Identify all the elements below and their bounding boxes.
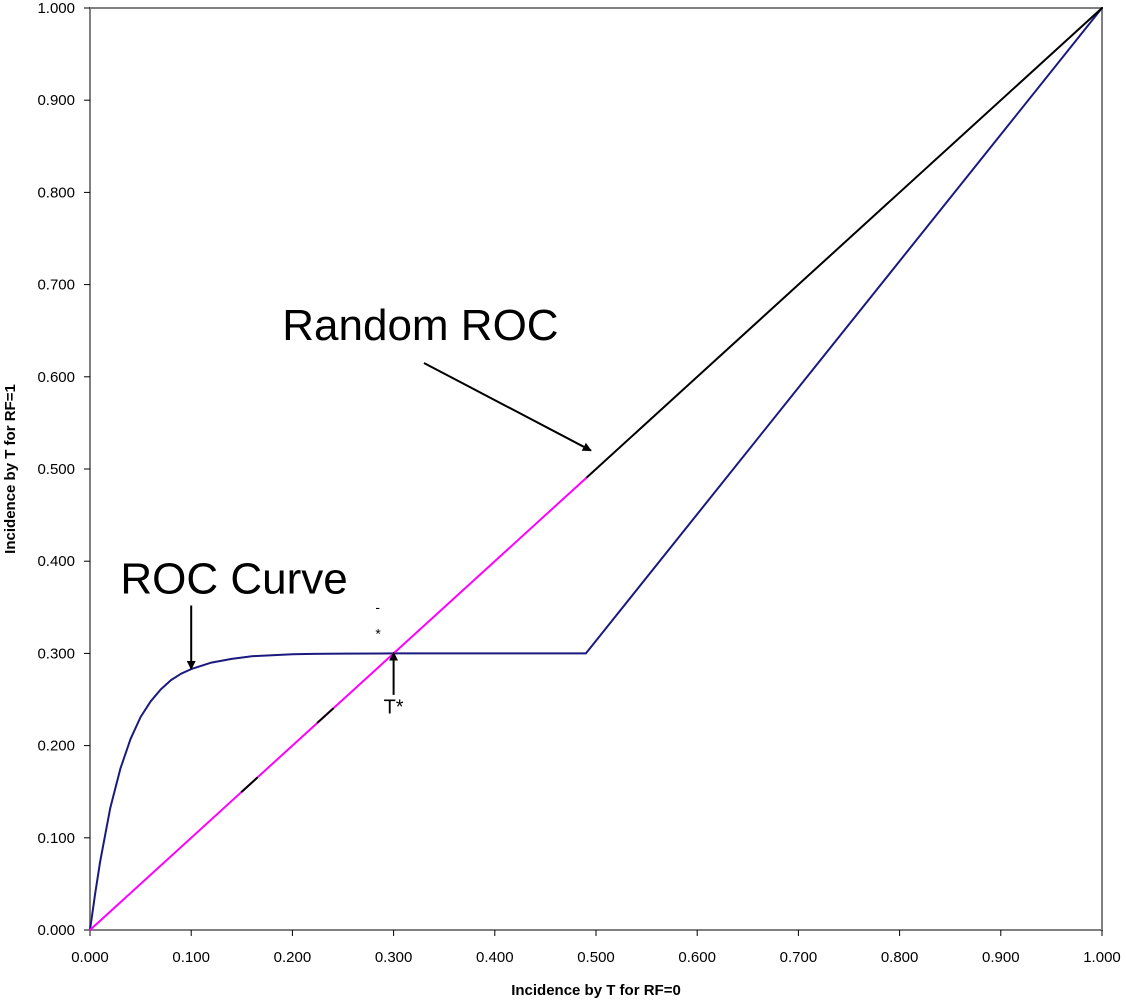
y-axis-title: Incidence by T for RF=1 [2,384,19,554]
annotation-label-roc-curve: ROC Curve [120,554,347,603]
annotation-label-random-roc: Random ROC [282,301,558,350]
y-axis-ticks: 0.000 0.100 0.200 0.300 0.400 0.500 0.600 0.700… [37,0,90,939]
x-tick-label: 1.000 [1083,949,1121,966]
y-tick-label: 0.900 [37,92,75,109]
y-tick-label: 0.000 [37,922,75,939]
series-line-random-roc-diagonal [89,477,587,931]
annotation-layer: Random ROC ROC Curve T* - * [120,301,592,718]
y-tick-label: 0.500 [37,461,75,478]
annotation-label-mark-dash: - [375,599,380,615]
y-tick-label: 0.800 [37,184,75,201]
y-tick-label: 1.000 [37,0,75,17]
series-line-dash-1 [240,776,258,793]
y-tick-label: 0.600 [37,369,75,386]
y-tick-label: 0.300 [37,645,75,662]
x-tick-label: 0.200 [274,949,312,966]
x-axis-title: Incidence by T for RF=0 [511,982,681,999]
annotation-arrow-random-roc [423,362,592,452]
x-tick-label: 0.600 [678,949,716,966]
series-line-roc-curve [89,7,1103,931]
x-tick-label: 0.300 [375,949,413,966]
y-tick-label: 0.700 [37,277,75,294]
x-tick-label: 0.500 [577,949,615,966]
annotation-label-t-star: T* [384,696,404,718]
series-layer [89,7,1103,931]
x-tick-label: 0.000 [71,949,109,966]
x-tick-label: 0.900 [982,949,1020,966]
x-tick-label: 0.800 [881,949,919,966]
y-tick-label: 0.400 [37,553,75,570]
x-tick-label: 0.100 [172,949,210,966]
x-tick-label: 0.700 [780,949,818,966]
series-line-dash-2 [316,707,334,724]
y-tick-label: 0.200 [37,738,75,755]
annotation-label-mark-star: * [375,626,381,642]
y-tick-label: 0.100 [37,830,75,847]
x-axis-ticks: 0.000 0.100 0.200 0.300 0.400 0.500 0.600 0.700… [71,930,1121,966]
x-tick-label: 0.400 [476,949,514,966]
series-line-random-roc-upper [584,7,1103,480]
